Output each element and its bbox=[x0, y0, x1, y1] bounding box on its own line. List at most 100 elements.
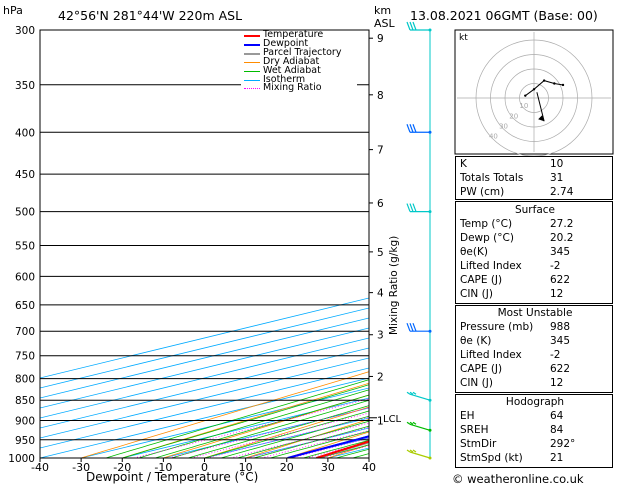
isotherm-line bbox=[40, 317, 369, 399]
most-unstable-title: Most Unstable bbox=[497, 307, 573, 319]
x-tick-label: -20 bbox=[113, 461, 131, 474]
surface-row: Dewp (°C) 20.2 bbox=[460, 232, 574, 244]
wet-adiabat-line bbox=[171, 399, 369, 458]
asl-unit: ASL bbox=[374, 17, 395, 30]
x-tick-label: 40 bbox=[362, 461, 376, 474]
mu-row: CIN (J) 12 bbox=[460, 377, 564, 389]
wind-barb-feather bbox=[412, 449, 417, 453]
wind-barb-feather bbox=[406, 449, 411, 453]
km-tick-label: 6 bbox=[377, 198, 384, 210]
wind-barb-feather bbox=[409, 21, 414, 31]
storm-motion-arrow bbox=[538, 115, 545, 122]
hodograph-point bbox=[542, 79, 546, 82]
surface-row: CAPE (J) 622 bbox=[460, 274, 571, 286]
wet-adiabat-line bbox=[105, 379, 369, 458]
wind-barb-staff bbox=[409, 423, 431, 431]
dry-adiabat-line bbox=[80, 371, 369, 458]
wind-barb-feather bbox=[409, 203, 414, 212]
wind-barb-feather bbox=[412, 421, 417, 425]
mu-row: Pressure (mb) 988 bbox=[460, 321, 571, 333]
wind-barb-dot bbox=[428, 428, 432, 432]
hodograph-ring-label: 40 bbox=[489, 133, 498, 141]
lcl-label: LCL bbox=[383, 414, 402, 425]
wind-barb-staff bbox=[409, 393, 431, 401]
surface-box bbox=[455, 201, 613, 304]
mixing-ratio-line bbox=[230, 422, 369, 458]
isotherm-line bbox=[40, 347, 369, 429]
wet-adiabat-line bbox=[204, 410, 369, 458]
datetime: 13.08.2021 06GMT (Base: 00) bbox=[410, 8, 598, 23]
dry-adiabat-line bbox=[616, 30, 629, 458]
index-row: K 10 bbox=[460, 158, 564, 170]
wind-barb bbox=[406, 124, 432, 134]
wind-barb-feather bbox=[409, 124, 414, 133]
pressure-tick-label: 500 bbox=[15, 207, 35, 219]
km-tick-label: 3 bbox=[377, 330, 384, 342]
pressure-tick-label: 950 bbox=[15, 435, 35, 447]
pressure-tick-label: 700 bbox=[15, 326, 35, 338]
dry-adiabat-line bbox=[204, 406, 369, 458]
pressure-tick-label: 600 bbox=[15, 271, 35, 283]
wind-barb bbox=[406, 203, 432, 214]
wind-barb-feather bbox=[409, 421, 414, 425]
wind-barb-feather bbox=[412, 124, 417, 133]
pressure-tick-label: 1000 bbox=[8, 453, 35, 465]
hodograph-point bbox=[532, 88, 536, 91]
wind-barb-dot bbox=[428, 398, 432, 402]
wind-barb-dot bbox=[428, 28, 432, 32]
wind-barb bbox=[406, 322, 432, 333]
pressure-tick-label: 850 bbox=[15, 395, 35, 407]
pressure-tick-label: 550 bbox=[15, 240, 35, 252]
mu-row: CAPE (J) 622 bbox=[460, 363, 571, 375]
km-tick-label: 1 bbox=[377, 416, 384, 428]
legend-wet-adiabat: Wet Adiabat bbox=[241, 65, 357, 76]
wind-barb-feather bbox=[409, 449, 414, 453]
x-tick-label: 20 bbox=[280, 461, 294, 474]
hodo-row: StmDir 292° bbox=[460, 438, 576, 450]
wind-barb-feather bbox=[412, 203, 417, 212]
mixing-ratio-axis-label: Mixing Ratio (g/kg) bbox=[388, 235, 400, 335]
wind-barb-feather bbox=[406, 391, 411, 395]
wind-barb bbox=[406, 421, 432, 432]
wind-barb-dot bbox=[428, 210, 432, 214]
surface-title: Surface bbox=[514, 204, 555, 216]
pressure-tick-label: 450 bbox=[15, 169, 35, 181]
mixing-ratio-line bbox=[247, 426, 369, 458]
km-tick-label: 7 bbox=[377, 145, 384, 157]
surface-row: Temp (°C) 27.2 bbox=[460, 218, 574, 230]
wind-barb-feather bbox=[406, 21, 411, 31]
wet-adiabat-line bbox=[138, 389, 369, 458]
hodograph-point bbox=[553, 82, 556, 85]
hodograph-ring bbox=[504, 68, 564, 128]
hodo-row: StmSpd (kt) 21 bbox=[460, 452, 564, 464]
x-tick-label: -30 bbox=[72, 461, 90, 474]
surface-row: Lifted Index -2 bbox=[460, 260, 561, 272]
wind-barb-feather bbox=[406, 421, 411, 425]
pressure-tick-label: 400 bbox=[15, 127, 35, 139]
isotherm-line bbox=[40, 307, 369, 389]
legend-dewpoint: Dewpoint bbox=[241, 39, 357, 49]
dry-adiabat-line bbox=[122, 382, 369, 458]
wind-barb-feather bbox=[406, 322, 411, 332]
hodo-row: SREH 84 bbox=[460, 424, 564, 436]
km-tick-label: 4 bbox=[377, 288, 384, 300]
wind-barb bbox=[406, 391, 432, 402]
most-unstable-table: Most Unstable Pressure (mb) 988 θe (K) 345… bbox=[460, 306, 610, 390]
hodograph-ring-label: 20 bbox=[509, 112, 518, 120]
km-unit: km bbox=[374, 4, 392, 17]
x-tick-label: 0 bbox=[201, 461, 208, 474]
wind-barb-dot bbox=[428, 456, 432, 460]
mixing-ratio-line bbox=[261, 430, 369, 458]
hodograph-ring bbox=[490, 54, 578, 142]
surface-table: Surface Temp (°C) 27.2 Dewp (°C) 20.2 θe(K… bbox=[460, 203, 610, 301]
isotherm-line bbox=[40, 357, 369, 439]
km-tick-label: 2 bbox=[377, 371, 384, 383]
hodograph-point bbox=[561, 83, 565, 87]
wind-barb-feather bbox=[409, 391, 414, 395]
indices-table: K 10 Totals Totals 31 PW (cm) 2.74 bbox=[460, 157, 610, 199]
x-tick-label: 10 bbox=[239, 461, 253, 474]
hodograph-ring bbox=[519, 83, 549, 113]
wind-barb-feather bbox=[412, 391, 417, 395]
copyright: © weatheronline.co.uk bbox=[452, 472, 584, 486]
